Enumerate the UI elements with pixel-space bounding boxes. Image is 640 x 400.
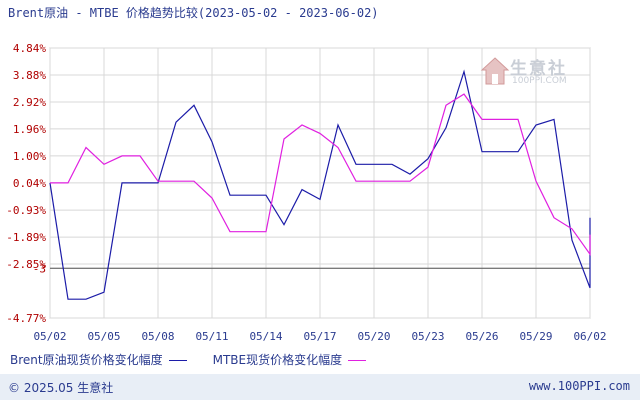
legend-swatch-mtbe <box>348 360 367 361</box>
mtbe-series-line <box>50 93 591 257</box>
chart-title: Brent原油 - MTBE 价格趋势比较(2023-05-02 - 2023-… <box>8 6 379 20</box>
footer-bar: © 2025.05 生意社 www.100PPI.com <box>0 374 640 400</box>
x-tick-label: 06/02 <box>573 330 606 343</box>
house-logo-icon <box>480 57 510 85</box>
x-tick-label: 05/26 <box>465 330 498 343</box>
y-tick-label: 2.92% <box>13 96 46 109</box>
y-tick-label: -3 <box>33 262 46 275</box>
x-tick-label: 05/23 <box>411 330 444 343</box>
x-tick-label: 05/08 <box>141 330 174 343</box>
y-tick-label: 1.96% <box>13 123 46 136</box>
watermark-name: 生意社 <box>510 59 567 79</box>
legend-label-brent: Brent原油现货价格变化幅度 <box>10 353 163 367</box>
legend-label-mtbe: MTBE现货价格变化幅度 <box>212 353 343 367</box>
watermark-url: 100PPI.COM <box>512 76 567 86</box>
y-tick-label: 0.04% <box>13 177 46 190</box>
x-tick-label: 05/05 <box>87 330 120 343</box>
y-tick-label: -0.93% <box>6 204 46 217</box>
y-tick-label: -2.85% <box>6 258 46 271</box>
legend-swatch-brent <box>168 360 187 361</box>
y-tick-label: 3.88% <box>13 69 46 82</box>
x-tick-label: 05/02 <box>33 330 66 343</box>
watermark-logo: 生意社 100PPI.COM <box>478 54 578 90</box>
x-tick-label: 05/11 <box>195 330 228 343</box>
x-tick-label: 05/14 <box>249 330 282 343</box>
x-tick-label: 05/17 <box>303 330 336 343</box>
x-tick-label: 05/20 <box>357 330 390 343</box>
y-tick-label: 4.84% <box>13 42 46 55</box>
line-chart: 4.84% 3.88% 2.92% 1.96% 1.00% 0.04% -0.93% -1.8… <box>6 42 606 343</box>
footer-site-link[interactable]: www.100PPI.com <box>528 379 630 393</box>
y-tick-label: -4.77% <box>6 312 46 325</box>
brent-series-line <box>49 69 591 300</box>
y-tick-label: -1.89% <box>6 231 46 244</box>
chart-legend: Brent原油现货价格变化幅度 MTBE现货价格变化幅度 <box>10 351 374 368</box>
footer-copyright: © 2025.05 生意社 <box>8 381 114 395</box>
y-tick-label: 1.00% <box>13 150 46 163</box>
x-tick-label: 05/29 <box>519 330 552 343</box>
